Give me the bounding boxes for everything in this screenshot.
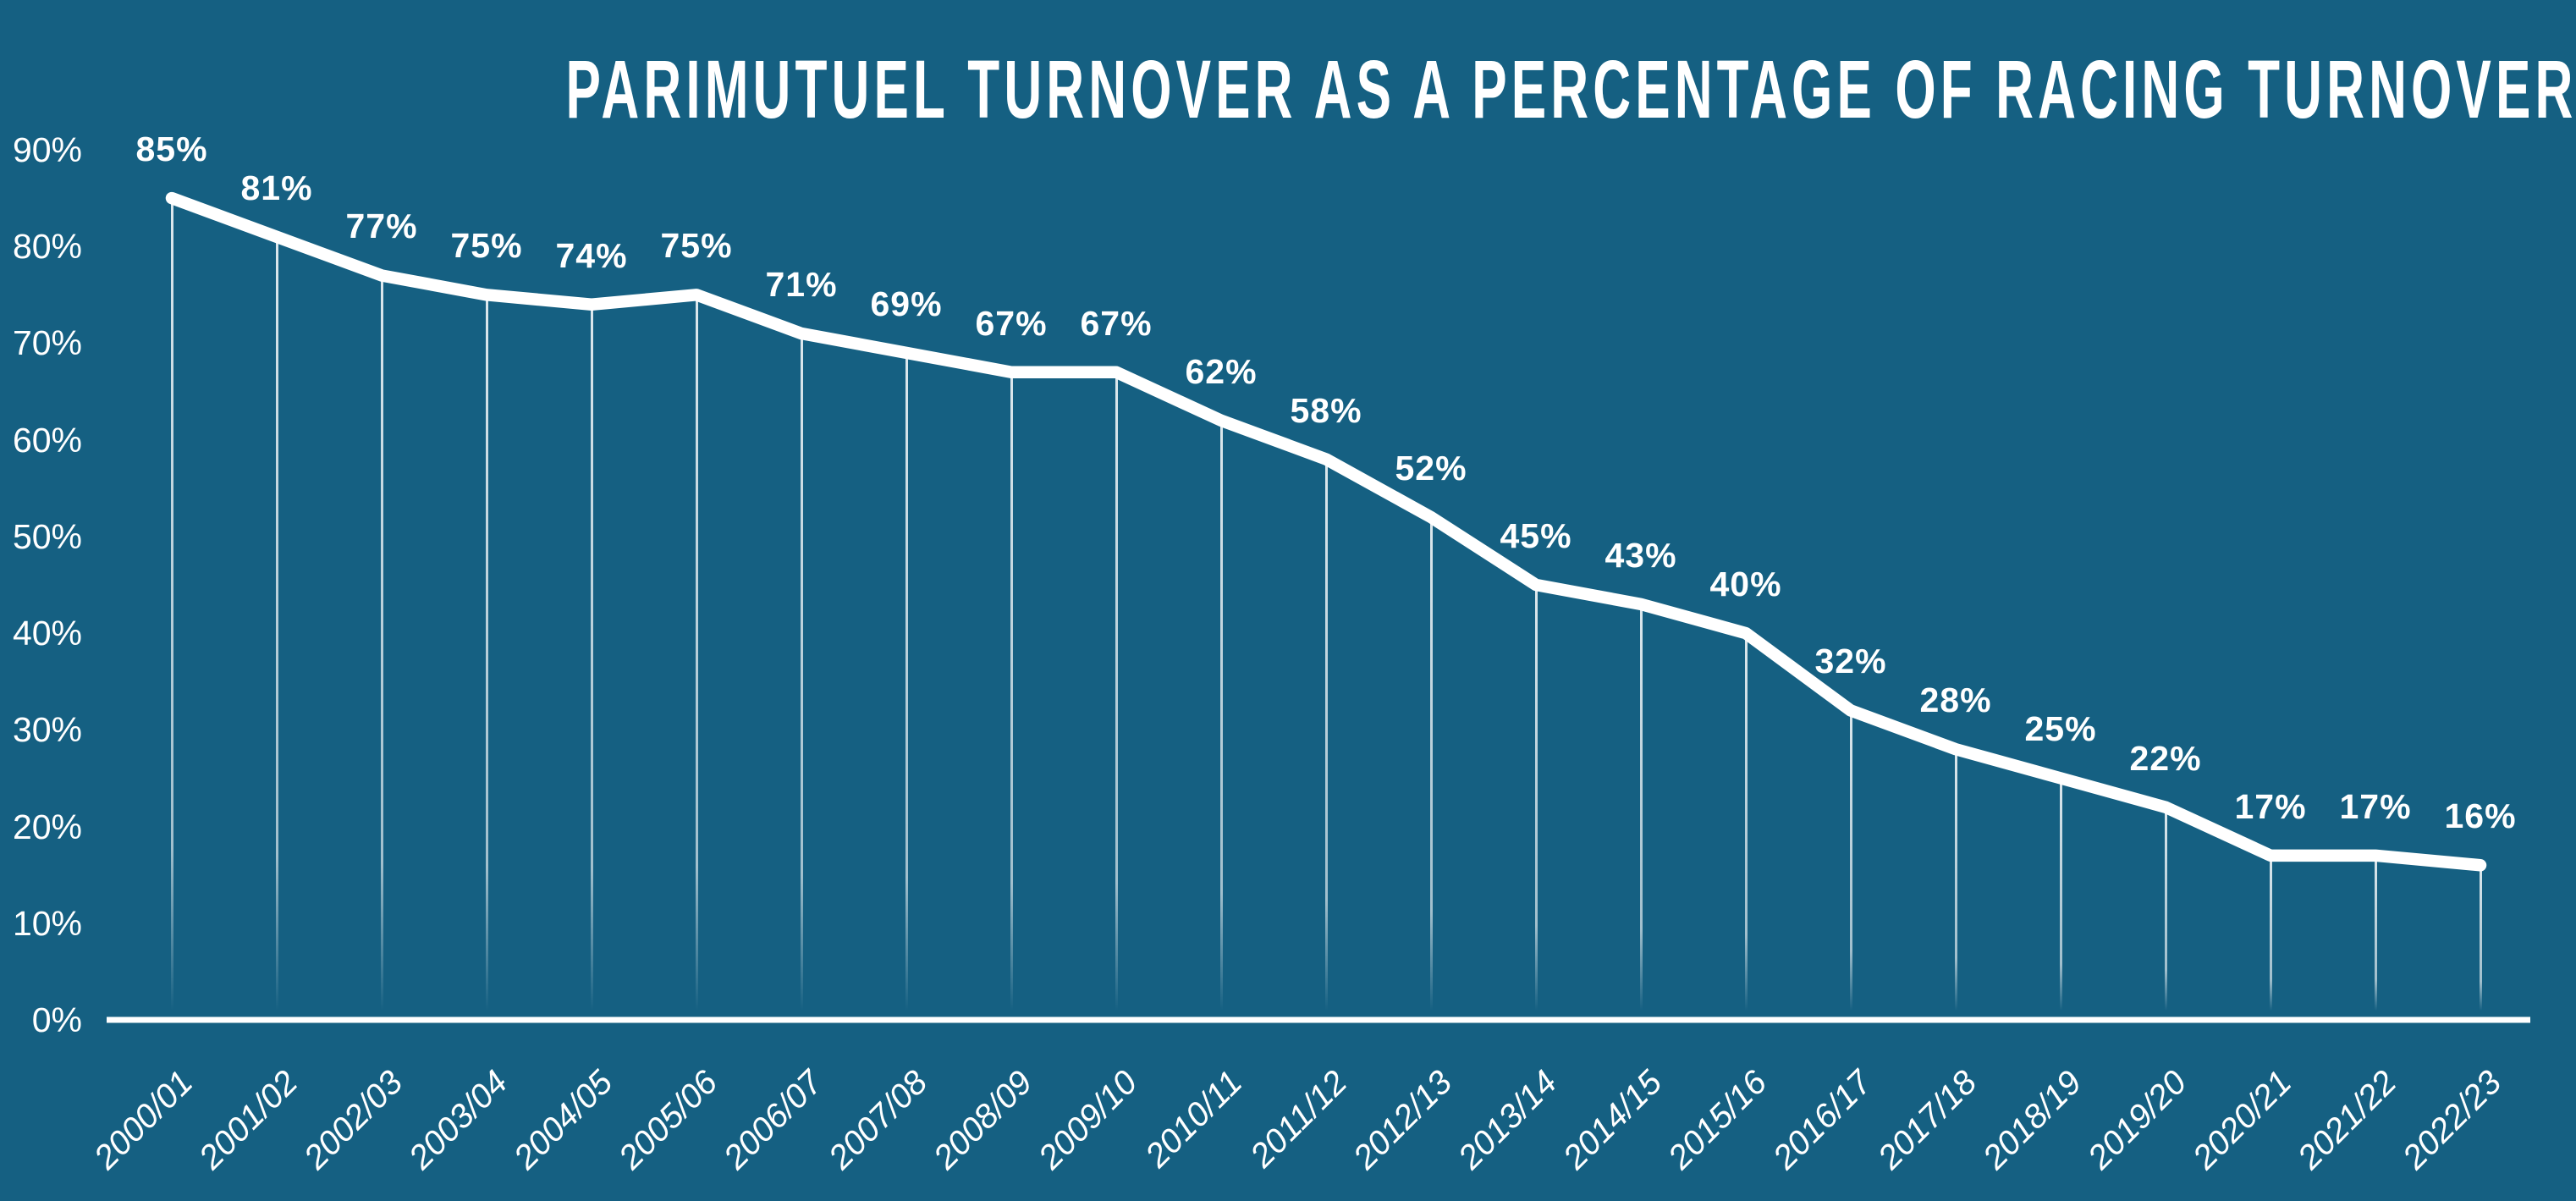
drop-line [1429,517,1433,1011]
drop-line [1115,372,1118,1011]
y-axis-tick-label: 20% [12,807,82,846]
drop-line [2479,865,2482,1011]
value-label: 85% [135,129,208,169]
value-label: 62% [1185,351,1258,391]
value-label: 22% [2129,738,2202,778]
y-axis-tick-label: 10% [12,903,82,943]
drop-line [1010,372,1013,1011]
drop-line [1219,420,1223,1011]
chart-title: PARIMUTUEL TURNOVER AS A PERCENTAGE OF R… [565,43,2576,135]
value-label: 75% [450,226,523,266]
value-label: 77% [345,207,418,246]
value-label: 25% [2024,709,2097,749]
drop-line [2374,855,2377,1011]
drop-line [2164,807,2167,1011]
y-axis-tick-label: 40% [12,614,82,653]
y-axis-tick-label: 50% [12,516,82,556]
value-label: 75% [660,226,733,266]
y-axis-tick-label: 30% [12,710,82,750]
value-label: 74% [555,235,628,275]
drop-line [800,333,803,1011]
value-label: 71% [765,265,838,305]
drop-line [905,352,908,1011]
value-label: 28% [1919,680,1992,720]
y-axis-tick-label: 70% [12,323,82,363]
y-axis-tick-label: 80% [12,227,82,267]
drop-line [1849,710,1852,1011]
y-axis-tick-label: 90% [12,130,82,169]
value-label: 45% [1500,516,1572,555]
drop-line [275,236,278,1011]
drop-line [170,198,173,1011]
value-label: 17% [2339,786,2412,826]
value-label: 32% [1814,642,1887,681]
value-label: 16% [2444,796,2517,836]
value-label: 67% [975,303,1048,343]
value-label: 81% [240,168,313,207]
data-line [165,191,2487,872]
y-axis-tick-label: 60% [12,420,82,460]
drop-line [2269,855,2272,1011]
value-label: 40% [1709,565,1782,604]
y-axis-tick-label: 0% [31,1000,82,1039]
value-label: 17% [2234,786,2307,826]
drop-line [380,275,383,1011]
drop-line [1534,585,1538,1011]
drop-line [695,295,698,1011]
drop-line [1744,633,1748,1011]
drop-line [1324,459,1328,1011]
chart-title-wrap: PARIMUTUEL TURNOVER AS A PERCENTAGE OF R… [0,48,2576,130]
drop-line [485,295,488,1011]
drop-line [590,304,593,1011]
value-label: 58% [1290,390,1362,430]
drop-line [1639,603,1643,1011]
drop-line [1954,749,1957,1011]
value-label: 67% [1080,303,1153,343]
value-label: 52% [1395,449,1467,488]
value-label: 69% [870,284,943,323]
drop-line [2059,778,2062,1011]
value-label: 43% [1604,535,1677,575]
